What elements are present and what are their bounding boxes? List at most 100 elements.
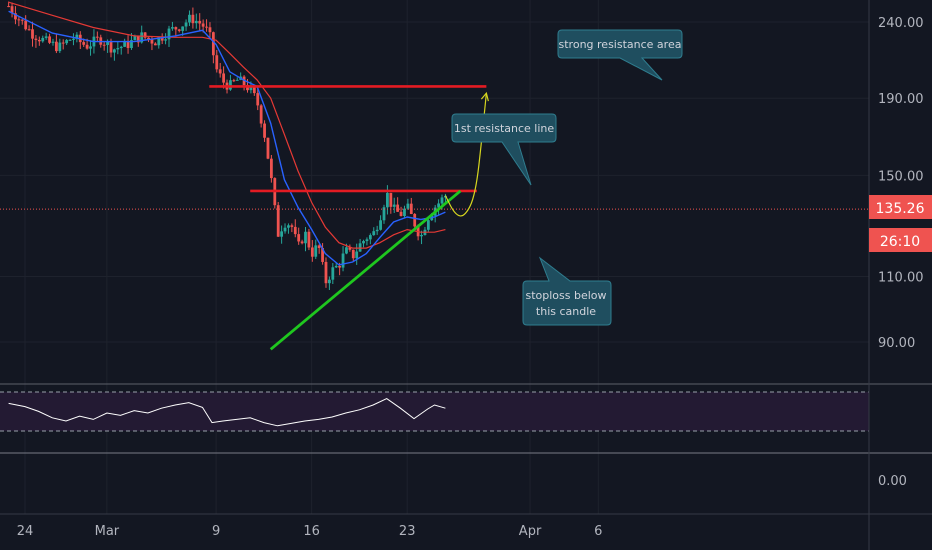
candle-body [126,40,130,49]
candle-body [392,204,396,207]
callout-stoploss-bubble [522,256,612,326]
time-tick-label: Mar [95,524,120,539]
candle-body [259,105,263,124]
candle-body [147,37,150,40]
candle-body [304,231,307,244]
candle-body [276,205,280,237]
candle-body [249,86,253,91]
candle-body [27,29,31,31]
candle-body [389,192,393,207]
candle-body [413,213,417,227]
candle-body [283,227,287,232]
candle-body [321,247,324,262]
time-tick-label: 9 [212,524,220,539]
candle-body [191,14,195,24]
countdown-value: 26:10 [880,234,920,250]
candle-body [252,86,256,94]
candle-body [34,38,38,40]
callout-first-bubble [451,113,557,186]
candle-body [31,29,34,39]
candle-body [379,220,382,230]
candle-body [150,39,154,44]
price-tick-label: 90.00 [878,336,915,351]
candle-body [44,36,48,38]
candle-body [365,239,369,242]
candle-body [20,19,24,21]
rsi-line [8,398,446,427]
candle-body [140,32,144,43]
time-tick-label: 6 [594,524,602,539]
candle-body [269,158,273,179]
callout-stoploss: stoploss below this candle [522,256,612,326]
candle-body [263,123,266,138]
candle-body [310,247,314,257]
candle-body [157,37,161,46]
price-tick-label: 110.00 [878,271,924,286]
candle-body [143,32,147,38]
candle-body [89,46,92,49]
candle-body [130,40,133,49]
candle-body [174,27,178,30]
candle-body [317,245,321,248]
candle-body [201,23,205,27]
time-axis: 24 Mar 9 16 23 Apr 6 [17,524,603,539]
candle-body [113,49,116,53]
candle-body [65,40,69,44]
candle-body [338,265,342,268]
candle-body [372,231,376,236]
candle-body [300,241,304,244]
candle-body [51,41,55,43]
candle-body [235,79,239,81]
candle-body [437,203,440,208]
candle-body [82,42,86,45]
ascending-trend-line [269,189,462,351]
candle-body [37,39,41,42]
time-tick-label: 16 [303,524,320,539]
candle-body [208,27,212,33]
candle-body [266,137,270,159]
candle-body [177,29,181,31]
candle-body [133,35,137,41]
candle-body [351,249,355,259]
candle-body [72,38,75,40]
candle-body [211,32,215,56]
candle-body [184,22,188,27]
candle-body [314,245,318,257]
candle-body [386,192,389,208]
projection-arrow [444,93,487,217]
candle-body [48,36,51,43]
callout-first-text: 1st resistance line [454,122,555,135]
candle-body [10,6,14,14]
candle-body [334,265,338,268]
candles-layer [7,1,447,291]
callout-strong-resistance: strong resistance area [557,29,683,81]
candle-body [136,35,140,43]
candle-body [181,26,185,31]
candle-body [68,39,72,41]
price-tick-label: 190.00 [878,92,924,107]
candle-body [256,93,260,106]
candle-body [171,27,174,29]
candle-body [109,41,113,53]
candle-body [293,226,297,235]
candle-body [215,55,219,70]
candle-body [17,19,21,21]
candle-body [399,211,403,217]
candle-body [167,28,171,40]
candle-body [164,39,167,41]
time-tick-label: 23 [399,524,416,539]
candle-body [7,6,11,8]
candle-body [232,80,236,82]
price-tick-label: 150.00 [878,169,924,184]
candle-body [106,41,109,46]
candle-body [406,203,410,209]
candle-body [188,14,191,23]
candle-body [297,234,301,242]
rsi-tick-label: 0.00 [878,474,907,489]
candle-body [116,48,120,50]
candle-body [95,36,99,38]
candle-body [345,247,348,254]
candle-body [327,279,331,284]
fast-moving-average-line [8,10,446,266]
candle-body [307,231,311,248]
